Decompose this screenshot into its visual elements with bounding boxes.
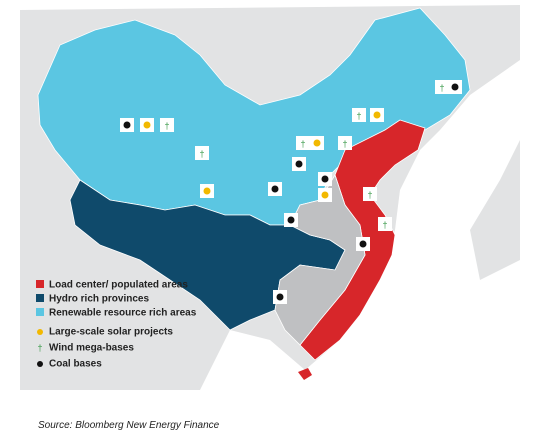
coal-icon xyxy=(37,361,43,367)
legend: Load center/ populated areas Hydro rich … xyxy=(36,280,197,370)
map-icons: † † † † † † † † xyxy=(120,80,462,304)
wind-icon: † xyxy=(37,343,42,353)
svg-text:†: † xyxy=(164,121,169,131)
svg-text:†: † xyxy=(199,149,204,159)
legend-swatch xyxy=(36,308,44,316)
svg-text:†: † xyxy=(367,190,372,200)
svg-text:†: † xyxy=(300,139,305,149)
svg-text:†: † xyxy=(342,139,347,149)
legend-label: Large-scale solar projects xyxy=(49,327,173,338)
solar-icon xyxy=(37,329,43,335)
svg-text:†: † xyxy=(356,111,361,121)
legend-label: Coal bases xyxy=(49,359,102,370)
legend-swatch xyxy=(36,280,44,288)
legend-label: Hydro rich provinces xyxy=(49,294,149,305)
legend-label: Wind mega-bases xyxy=(49,343,134,354)
source: Source: Bloomberg New Energy Finance xyxy=(38,420,220,431)
legend-label: Renewable resource rich areas xyxy=(49,308,197,319)
svg-text:†: † xyxy=(439,83,444,93)
svg-text:†: † xyxy=(382,220,387,230)
hainan xyxy=(298,368,312,380)
legend-label: Load center/ populated areas xyxy=(49,280,188,291)
legend-swatch xyxy=(36,294,44,302)
